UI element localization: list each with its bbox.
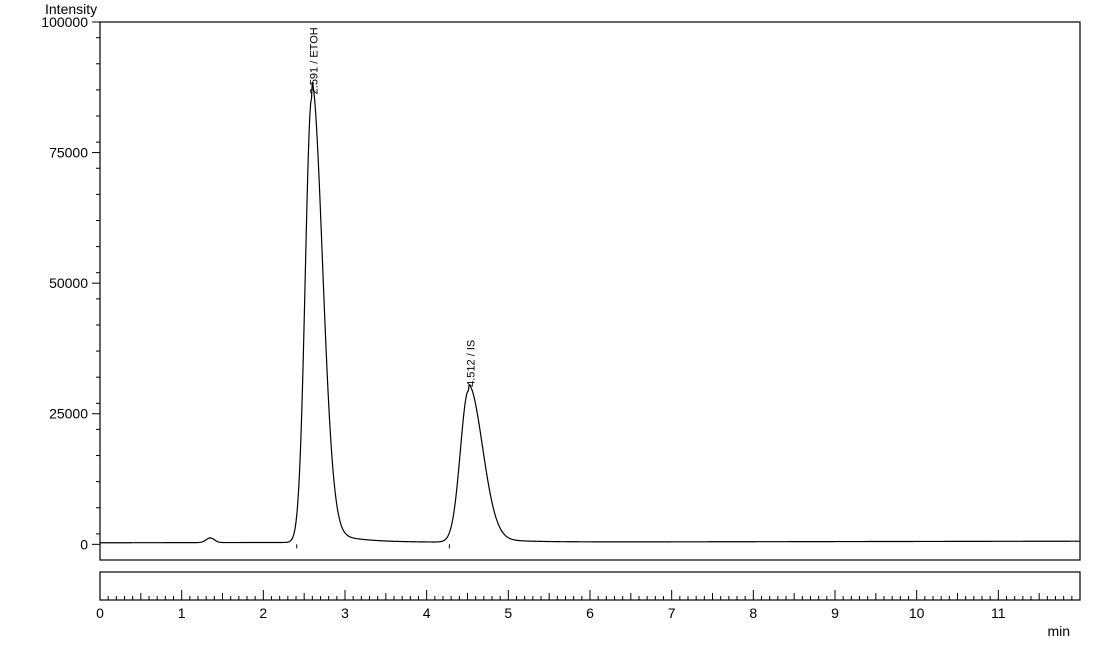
x-tick-label: 6 bbox=[586, 605, 594, 621]
y-tick-label: 50000 bbox=[49, 275, 88, 291]
x-tick-label: 4 bbox=[423, 605, 431, 621]
y-tick-label: 0 bbox=[80, 536, 88, 552]
y-tick-label: 100000 bbox=[41, 14, 88, 30]
chart-svg: Intensity0250005000075000100000012345678… bbox=[0, 0, 1117, 651]
x-tick-label: 1 bbox=[178, 605, 186, 621]
plot-border bbox=[100, 22, 1080, 560]
x-tick-label: 3 bbox=[341, 605, 349, 621]
x-tick-label: 8 bbox=[749, 605, 757, 621]
x-tick-label: 9 bbox=[831, 605, 839, 621]
x-tick-label: 2 bbox=[259, 605, 267, 621]
x-tick-label: 10 bbox=[909, 605, 925, 621]
chromatogram-chart: Intensity0250005000075000100000012345678… bbox=[0, 0, 1117, 651]
chromatogram-trace bbox=[100, 82, 1080, 543]
x-tick-label: 0 bbox=[96, 605, 104, 621]
y-tick-label: 75000 bbox=[49, 145, 88, 161]
x-tick-label: 7 bbox=[668, 605, 676, 621]
y-tick-label: 25000 bbox=[49, 406, 88, 422]
x-tick-label: 5 bbox=[504, 605, 512, 621]
peak-label: 2.591 / ETOH bbox=[309, 27, 321, 94]
peak-label: 4.512 / IS bbox=[465, 340, 477, 387]
x-axis-label: min bbox=[1047, 623, 1070, 639]
x-tick-label: 11 bbox=[991, 605, 1006, 621]
